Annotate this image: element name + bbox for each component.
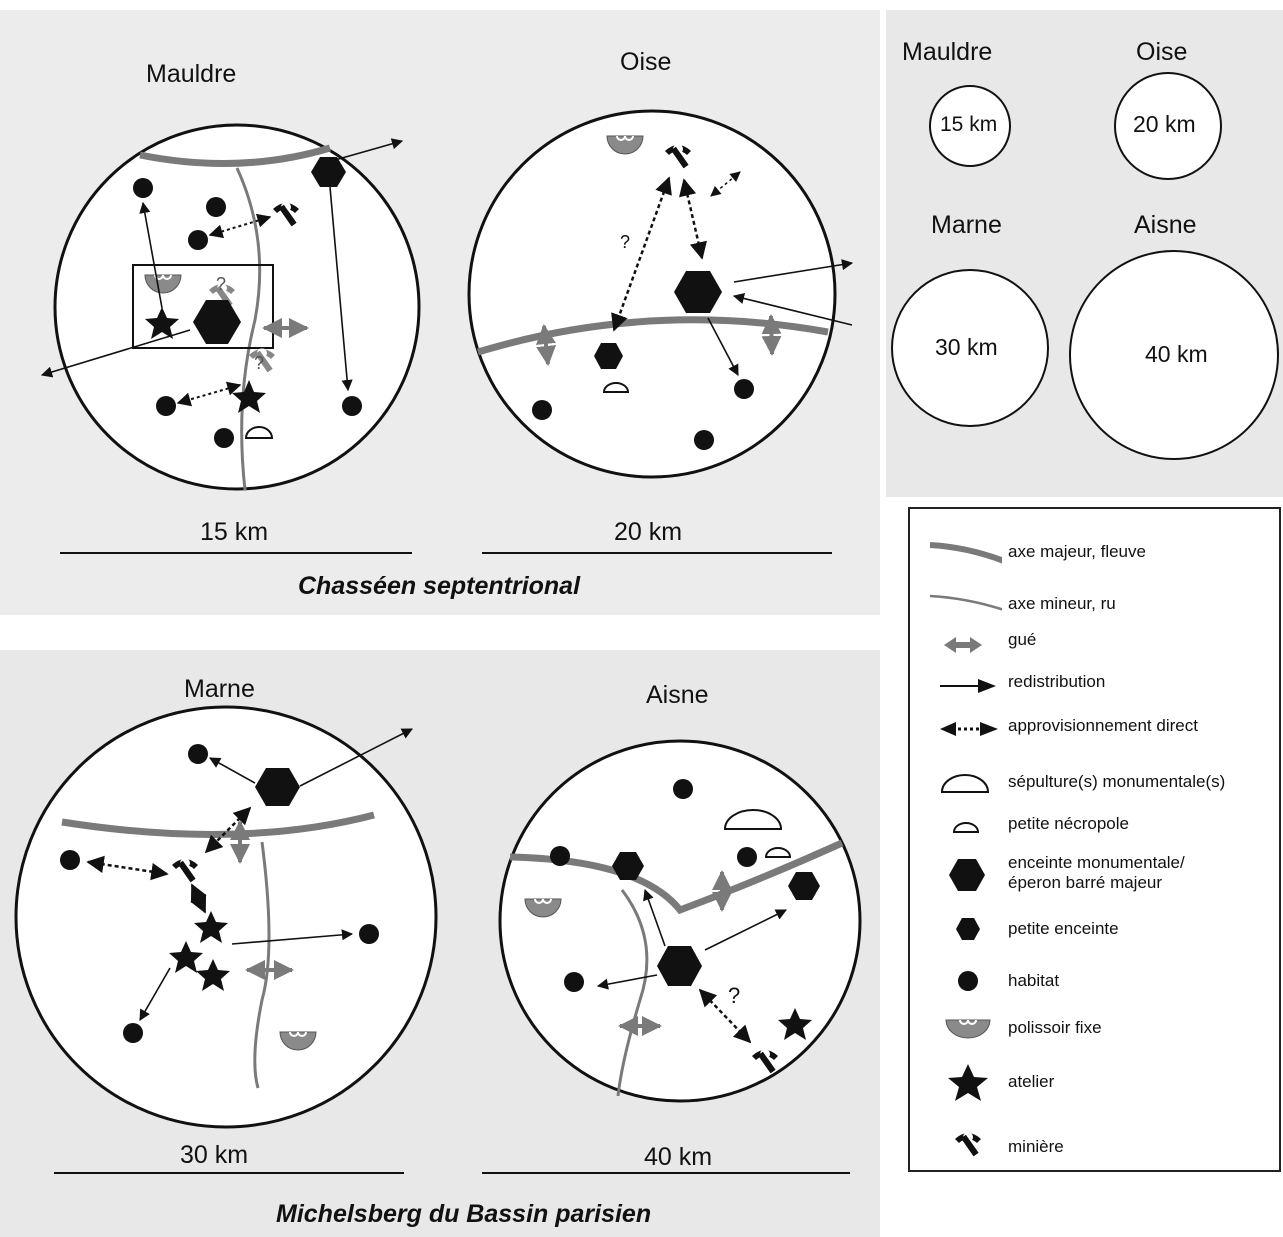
comparison-size-aisne: 40 km [1145,341,1208,367]
title-marne: Marne [184,675,255,703]
comparison-size-marne: 30 km [935,334,998,360]
comparison-size-oise: 20 km [1133,111,1196,137]
comparison-name-oise: Oise [1136,38,1188,66]
scale-label-aisne: 40 km [644,1143,713,1171]
comparison-circle-marne [891,269,1049,427]
small-hexagon-icon [956,918,980,940]
comparison-circle-mauldre [929,85,1011,167]
map-mauldre: ? ? [40,123,421,491]
legend-item: redistribution [910,664,1280,704]
title-mauldre: Mauldre [146,60,237,88]
polisher-icon [945,1019,991,1039]
comparison-circle-aisne [1069,250,1279,460]
legend-item: axe majeur, fleuve [910,531,1280,571]
legend-item: approvisionnement direct [910,707,1280,747]
legend-item: polissoir fixe [910,1008,1280,1048]
star-icon [948,1064,988,1101]
comparison-name-mauldre: Mauldre [902,38,993,66]
map-aisne: ? [498,739,862,1103]
map-marne [14,705,438,1129]
legend-item: enceinte monumentale/ éperon barré majeu… [910,851,1280,901]
question-mark: ? [254,353,264,373]
large-hexagon-icon [949,859,985,891]
scale-label-marne: 30 km [180,1141,249,1169]
dashed-double-arrow-icon [940,722,998,736]
map-oise: ? [467,109,854,479]
ford-icon [944,637,982,653]
legend-item: gué [910,623,1280,663]
legend-item: habitat [910,961,1280,1001]
pickaxe-icon [955,1132,981,1157]
legend-item: minière [910,1125,1280,1165]
comparison-name-marne: Marne [931,211,1002,239]
legend-item: atelier [910,1062,1280,1102]
legend-item: sépulture(s) monumentale(s) [910,762,1280,802]
legend-item: petite enceinte [910,909,1280,949]
legend: axe majeur, fleuve axe mineur, ru gué re… [908,507,1281,1172]
group-title-michelsberg: Michelsberg du Bassin parisien [276,1200,652,1228]
title-oise: Oise [620,48,672,76]
small-dome-icon [952,822,980,833]
large-dome-icon [940,774,990,793]
scale-label-mauldre: 15 km [200,518,269,546]
dot-icon [958,971,978,991]
comparison-size-mauldre: 15 km [940,113,998,136]
river-minor-icon [929,594,1002,611]
question-mark: ? [620,232,630,252]
arrow-icon [940,679,996,693]
question-mark: ? [728,983,740,1008]
legend-item: axe mineur, ru [910,584,1280,624]
comparison-circle-oise [1114,72,1222,180]
river-major-icon [929,542,1002,564]
legend-item: petite nécropole [910,805,1280,845]
scale-label-oise: 20 km [614,518,683,546]
question-mark: ? [216,274,226,294]
group-title-chasseen: Chasséen septentrional [298,572,581,600]
comparison-name-aisne: Aisne [1134,211,1197,239]
title-aisne: Aisne [646,681,709,709]
